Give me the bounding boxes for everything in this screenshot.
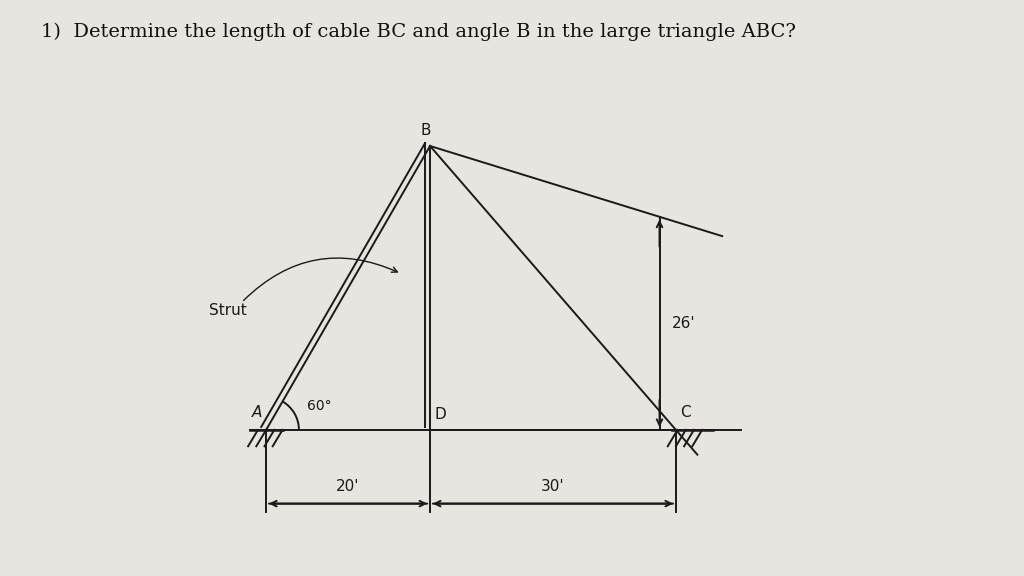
Text: 30': 30' [541,479,565,494]
Text: Strut: Strut [209,303,247,318]
Text: C: C [680,405,690,420]
Text: A: A [252,405,262,420]
Text: 20': 20' [336,479,359,494]
Text: 60°: 60° [307,400,332,414]
Text: D: D [434,407,445,422]
Text: 1)  Determine the length of cable BC and angle B in the large triangle ABC?: 1) Determine the length of cable BC and … [41,23,796,41]
Text: B: B [421,123,431,138]
Text: 26': 26' [672,316,695,331]
